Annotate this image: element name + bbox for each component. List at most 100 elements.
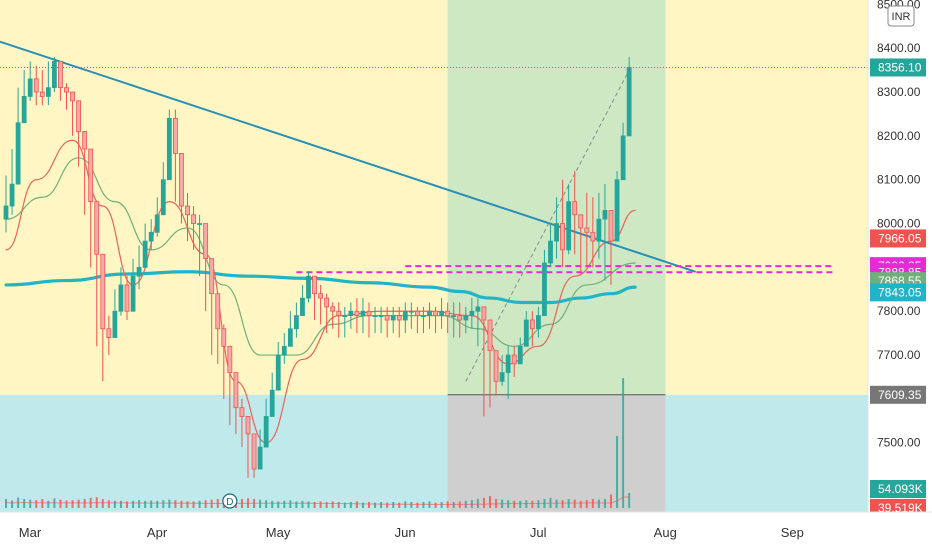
candle-body[interactable] (45, 87, 51, 97)
candle-body[interactable] (572, 201, 578, 216)
candle-body[interactable] (88, 148, 94, 203)
candle-body[interactable] (529, 319, 535, 330)
candle-body[interactable] (414, 310, 420, 317)
candle-body[interactable] (324, 297, 330, 308)
candle-body[interactable] (384, 315, 390, 321)
candle-body[interactable] (366, 310, 372, 317)
candle-body[interactable] (221, 328, 227, 347)
candle-body[interactable] (64, 87, 69, 93)
candle-body[interactable] (554, 223, 559, 242)
candle-body[interactable] (233, 372, 239, 409)
candle-body[interactable] (354, 310, 360, 317)
candle-body[interactable] (306, 275, 311, 299)
trendline[interactable] (0, 40, 697, 273)
candle-body[interactable] (566, 201, 572, 251)
candle-body[interactable] (179, 153, 184, 207)
candle-body[interactable] (536, 315, 541, 330)
candle-body[interactable] (76, 100, 81, 132)
candle-body[interactable] (439, 310, 445, 317)
candle-body[interactable] (166, 117, 172, 181)
candle-body[interactable] (300, 297, 305, 317)
candle-body[interactable] (499, 372, 505, 382)
candle-body[interactable] (269, 389, 275, 417)
candle-body[interactable] (82, 131, 88, 150)
candle-body[interactable] (15, 122, 21, 185)
currency-badge[interactable] (887, 5, 915, 27)
candle-body[interactable] (281, 345, 287, 356)
candle-body[interactable] (130, 275, 136, 312)
candle-body[interactable] (451, 315, 457, 318)
candle-body[interactable] (348, 310, 354, 317)
candle-body[interactable] (142, 240, 148, 268)
candle-body[interactable] (602, 210, 608, 220)
candle-body[interactable] (590, 231, 596, 242)
candle-body[interactable] (463, 315, 469, 321)
candle-body[interactable] (390, 315, 396, 321)
candle-body[interactable] (342, 315, 348, 318)
candle-body[interactable] (154, 214, 160, 233)
candle-body[interactable] (360, 310, 366, 317)
candle-body[interactable] (21, 96, 27, 124)
candle-body[interactable] (469, 310, 475, 317)
candle-body[interactable] (287, 328, 293, 347)
candle-body[interactable] (408, 310, 414, 313)
candle-body[interactable] (94, 201, 100, 255)
candle-body[interactable] (227, 345, 233, 374)
candle-body[interactable] (251, 433, 257, 470)
candle-body[interactable] (172, 117, 178, 154)
candle-body[interactable] (427, 310, 432, 317)
candle-body[interactable] (33, 78, 39, 93)
candle-body[interactable] (58, 60, 63, 89)
candle-body[interactable] (481, 306, 487, 321)
candle-body[interactable] (52, 60, 57, 89)
candle-body[interactable] (197, 223, 203, 225)
candle-body[interactable] (578, 214, 584, 229)
candle-body[interactable] (378, 315, 384, 318)
candle-body[interactable] (475, 306, 481, 312)
candle-body[interactable] (421, 315, 426, 318)
candle-body[interactable] (263, 416, 269, 448)
dividend-marker-icon[interactable] (222, 493, 238, 509)
candle-body[interactable] (27, 78, 33, 97)
candle-body[interactable] (70, 91, 75, 102)
candle-body[interactable] (402, 310, 408, 321)
candle-body[interactable] (457, 315, 463, 321)
candle-body[interactable] (215, 293, 221, 330)
candle-body[interactable] (209, 258, 215, 295)
candle-body[interactable] (239, 407, 245, 417)
candle-body[interactable] (336, 310, 342, 317)
candle-body[interactable] (523, 319, 529, 347)
candle-body[interactable] (396, 315, 402, 321)
candle-body[interactable] (148, 231, 154, 242)
candle-body[interactable] (9, 183, 15, 207)
candle-body[interactable] (487, 319, 493, 352)
candle-body[interactable] (106, 328, 112, 338)
candle-body[interactable] (433, 310, 438, 317)
candle-body[interactable] (124, 284, 130, 312)
candle-body[interactable] (330, 306, 336, 312)
candle-body[interactable] (542, 262, 547, 317)
candle-body[interactable] (608, 210, 614, 242)
candle-body[interactable] (445, 310, 451, 317)
candle-body[interactable] (185, 205, 190, 216)
candle-body[interactable] (620, 135, 626, 181)
candle-body[interactable] (118, 284, 124, 312)
candle-body[interactable] (245, 416, 251, 435)
candle-body[interactable] (100, 253, 106, 330)
candle-body[interactable] (548, 240, 553, 264)
candle-body[interactable] (560, 223, 565, 251)
candle-body[interactable] (517, 345, 523, 365)
candle-body[interactable] (203, 223, 209, 260)
candle-body[interactable] (160, 179, 166, 216)
candle-body[interactable] (318, 293, 324, 299)
candle-body[interactable] (312, 275, 317, 295)
candle-body[interactable] (257, 446, 263, 470)
candle-body[interactable] (136, 266, 142, 277)
candle-body[interactable] (293, 315, 299, 330)
candle-body[interactable] (626, 67, 632, 137)
candle-body[interactable] (112, 310, 118, 338)
candle-body[interactable] (511, 354, 517, 365)
candle-body[interactable] (3, 205, 9, 220)
candle-body[interactable] (372, 315, 378, 318)
